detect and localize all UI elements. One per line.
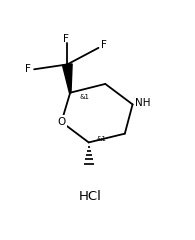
Text: O: O (57, 117, 66, 127)
Text: &1: &1 (80, 94, 90, 100)
Polygon shape (62, 64, 72, 93)
Text: F: F (25, 64, 31, 74)
Text: F: F (101, 40, 107, 50)
Text: &1: &1 (96, 136, 106, 142)
Text: HCl: HCl (78, 190, 101, 203)
Text: NH: NH (135, 98, 151, 108)
Text: F: F (63, 35, 69, 44)
